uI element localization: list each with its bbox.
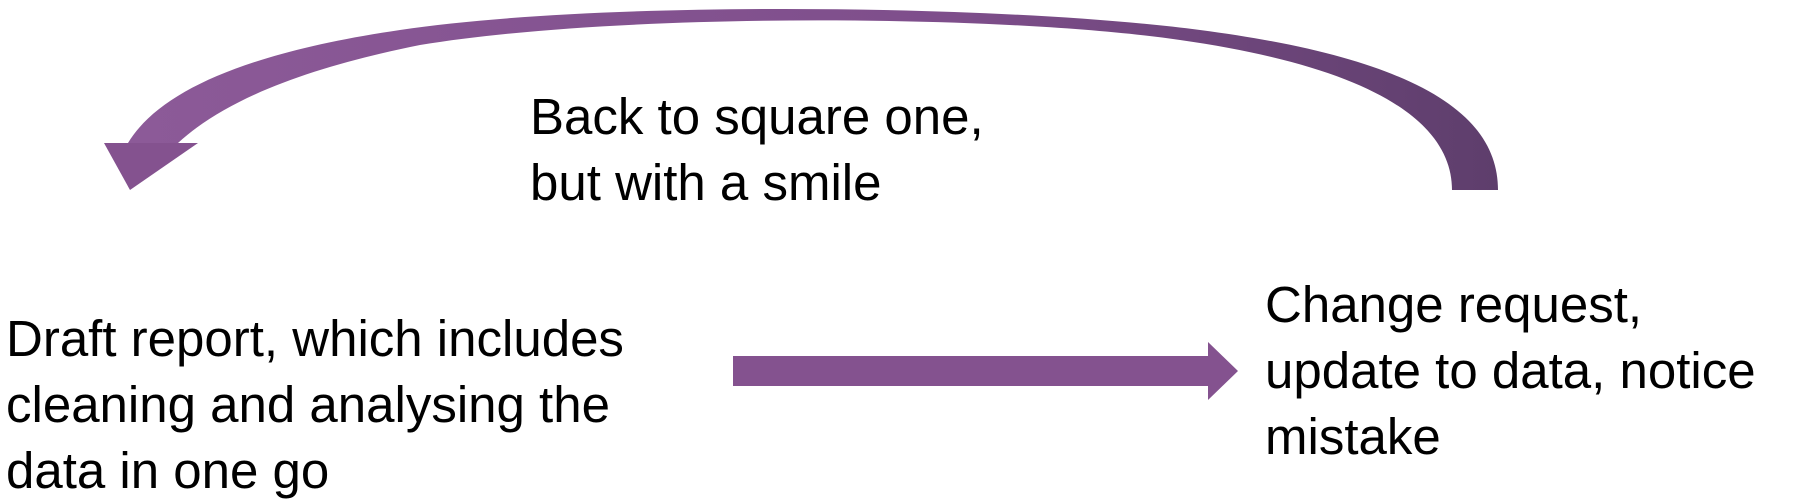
node-draft-line-1: Draft report, which includes [6, 310, 624, 367]
loop-label-line-2: but with a smile [530, 154, 882, 211]
node-change-line-2: update to data, notice [1265, 342, 1756, 399]
node-change-line-3: mistake [1265, 408, 1441, 465]
forward-arrow-shaft [733, 356, 1211, 386]
return-arrowhead [104, 143, 198, 190]
node-draft-line-3: data in one go [6, 442, 330, 499]
node-draft-report: Draft report, which includes cleaning an… [6, 306, 624, 501]
forward-straight-arrow [733, 342, 1238, 400]
loop-label-line-1: Back to square one, [530, 88, 984, 145]
forward-arrowhead [1208, 342, 1238, 400]
loop-label: Back to square one, but with a smile [530, 84, 984, 216]
node-change-line-1: Change request, [1265, 276, 1643, 333]
node-draft-line-2: cleaning and analysing the [6, 376, 610, 433]
node-change-request: Change request, update to data, notice m… [1265, 272, 1756, 470]
return-curved-arrow [104, 8, 1498, 190]
